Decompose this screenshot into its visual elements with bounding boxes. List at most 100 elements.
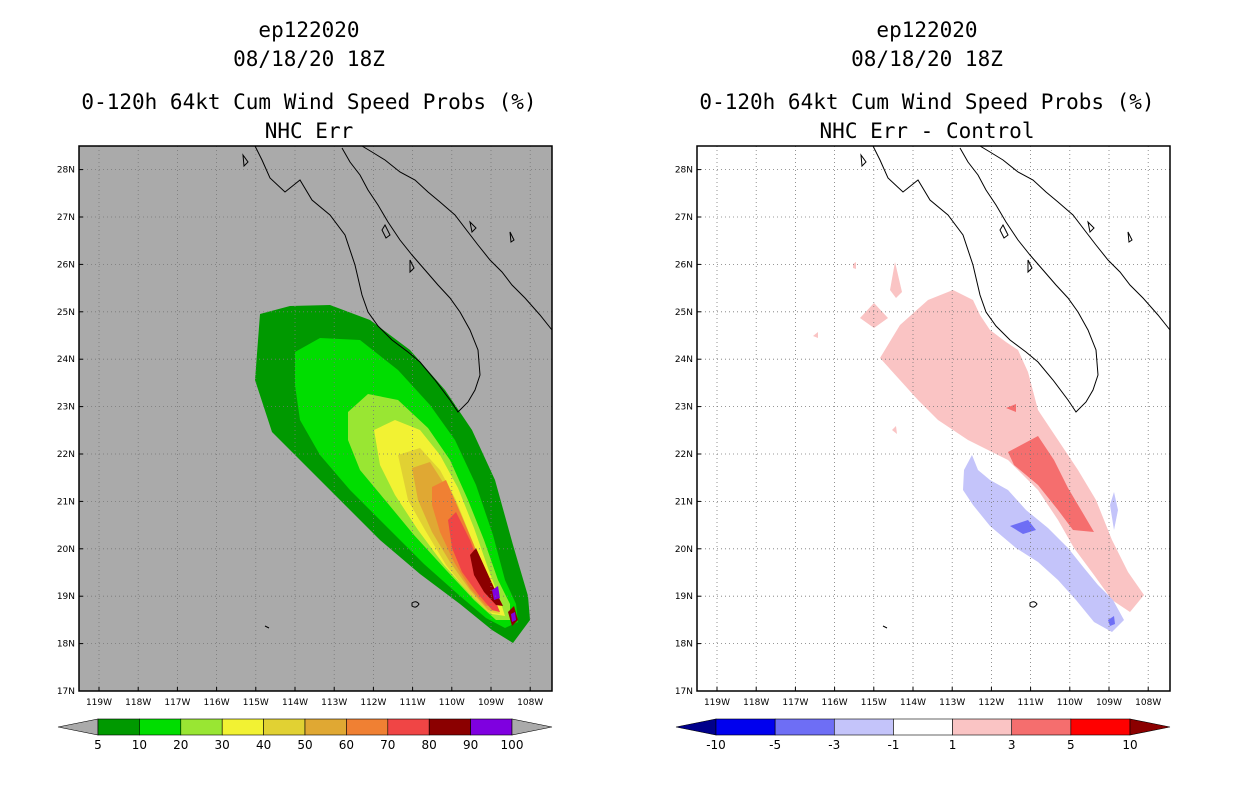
left-panel: ep122020 08/18/20 18Z 0-120h 64kt Cum Wi… (57, 18, 553, 752)
lon-label: 115W (243, 698, 269, 708)
right-map-svg: 17N 18N 19N 20N 21N 22N 23N 24N 25N 26N 27N 28N 119… (675, 145, 1171, 752)
lon-label: 115W (861, 698, 887, 708)
lon-label: 109W (1096, 698, 1122, 708)
lon-label: 117W (782, 698, 808, 708)
colorbar-swatch (180, 718, 223, 736)
lat-label: 21N (675, 497, 693, 507)
probability-colorbar: 5 10 20 30 40 50 60 70 80 90 100 (57, 718, 553, 752)
grid-lines (79, 146, 552, 691)
colorbar-label: 70 (380, 738, 395, 752)
colorbar-over-arrow (1129, 718, 1171, 736)
lon-label: 116W (822, 698, 848, 708)
lon-label: 119W (704, 698, 730, 708)
lat-label: 17N (57, 687, 75, 697)
lon-label: 111W (400, 698, 426, 708)
lon-label: 116W (204, 698, 230, 708)
lon-label: 109W (478, 698, 504, 708)
colorbar-label: 30 (215, 738, 230, 752)
colorbar-label: 60 (339, 738, 354, 752)
lat-label: 27N (675, 213, 693, 223)
colorbar-label: -10 (706, 738, 726, 752)
product-title-left: 0-120h 64kt Cum Wind Speed Probs (%) (81, 90, 537, 114)
left-map-svg: 17N 18N 19N 20N 21N 22N 23N 24N 25N 26N 27N 28N 119… (57, 145, 553, 752)
storm-id-left: ep122020 (258, 18, 360, 42)
lon-label: 112W (360, 698, 386, 708)
lat-label: 26N (57, 260, 75, 270)
lon-label: 113W (321, 698, 347, 708)
lon-label: 114W (900, 698, 926, 708)
difference-colorbar: -10 -5 -3 -1 1 3 5 10 (675, 718, 1171, 752)
colorbar-label: 50 (297, 738, 312, 752)
datetime-right: 08/18/20 18Z (851, 47, 1003, 71)
colorbar-label: -3 (828, 738, 840, 752)
colorbar-over-arrow (511, 718, 553, 736)
probability-contours (255, 305, 530, 643)
lat-label: 25N (57, 308, 75, 318)
colorbar-swatch (387, 718, 430, 736)
colorbar-label: -1 (887, 738, 899, 752)
storm-id-right: ep122020 (876, 18, 978, 42)
colorbar-label: -5 (769, 738, 781, 752)
lon-label: 118W (743, 698, 769, 708)
colorbar-label: 5 (94, 738, 102, 752)
datetime-left: 08/18/20 18Z (233, 47, 385, 71)
colorbar-swatch (304, 718, 347, 736)
lon-label: 117W (164, 698, 190, 708)
grid-lines (697, 146, 1170, 691)
lat-label: 19N (57, 592, 75, 602)
lon-label: 108W (1135, 698, 1161, 708)
colorbar-label: 1 (949, 738, 957, 752)
subtitle-left: NHC Err (264, 119, 354, 143)
colorbar-label: 80 (422, 738, 437, 752)
lat-label: 27N (57, 213, 75, 223)
colorbar-label: 10 (132, 738, 147, 752)
lat-tick-labels: 17N 18N 19N 20N 21N 22N 23N 24N 25N 26N 27N 28N (675, 166, 701, 697)
colorbar-label: 90 (463, 738, 478, 752)
lat-label: 25N (675, 308, 693, 318)
colorbar-label: 100 (501, 738, 524, 752)
difference-contours (813, 262, 1144, 632)
lat-label: 24N (57, 355, 75, 365)
colorbar-swatch (346, 718, 389, 736)
lat-label: 18N (675, 640, 693, 650)
lat-label: 22N (57, 450, 75, 460)
product-title-right: 0-120h 64kt Cum Wind Speed Probs (%) (699, 90, 1155, 114)
colorbar-label: 5 (1067, 738, 1075, 752)
lon-tick-labels: 119W 118W 117W 116W 115W 114W 113W 112W 111W 110W… (86, 687, 543, 708)
lat-label: 19N (675, 592, 693, 602)
colorbar-swatch (139, 718, 182, 736)
map-frame (78, 145, 553, 692)
colorbar-swatch (893, 718, 953, 736)
lon-label: 119W (86, 698, 112, 708)
lat-label: 23N (675, 403, 693, 413)
lat-label: 23N (57, 403, 75, 413)
lat-tick-labels: 17N 18N 19N 20N 21N 22N 23N 24N 25N 26N 27N 28N (57, 166, 83, 697)
lat-label: 28N (675, 166, 693, 176)
colorbar-label: 10 (1122, 738, 1137, 752)
colorbar-swatch (715, 718, 776, 736)
colorbar-swatch (1011, 718, 1072, 736)
lat-label: 21N (57, 497, 75, 507)
colorbar-swatch (952, 718, 1013, 736)
map-frame (696, 145, 1171, 692)
colorbar-swatch (774, 718, 835, 736)
lon-label: 114W (282, 698, 308, 708)
subtitle-right: NHC Err - Control (819, 119, 1035, 143)
lon-label: 108W (517, 698, 543, 708)
lat-label: 20N (57, 545, 75, 555)
colorbar-swatch (1070, 718, 1131, 736)
colorbar-swatch (833, 718, 894, 736)
lat-label: 18N (57, 640, 75, 650)
lon-label: 112W (978, 698, 1004, 708)
lon-label: 113W (939, 698, 965, 708)
colorbar-swatch (97, 718, 140, 736)
lon-label: 111W (1018, 698, 1044, 708)
colorbar-swatch (470, 718, 513, 736)
lat-label: 24N (675, 355, 693, 365)
lat-label: 20N (675, 545, 693, 555)
lon-label: 110W (439, 698, 465, 708)
lon-tick-labels: 119W 118W 117W 116W 115W 114W 113W 112W 111W 110W… (704, 687, 1161, 708)
lat-label: 28N (57, 166, 75, 176)
colorbar-label: 40 (256, 738, 271, 752)
coastline (242, 145, 553, 629)
